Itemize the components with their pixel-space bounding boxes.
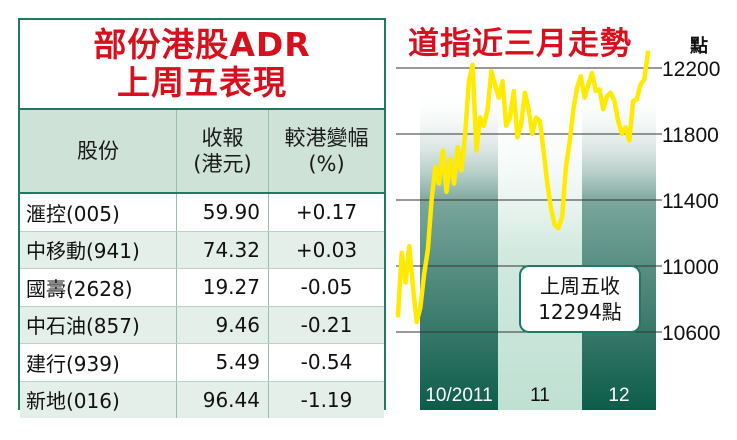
table-row: 滙控(005) 59.90 +0.17 [20,194,384,232]
stock-price: 74.32 [176,231,268,268]
stock-name: 國壽(2628) [26,276,133,301]
stock-change: -0.21 [268,306,384,343]
stock-change: +0.17 [268,194,384,231]
month-band-0 [420,90,498,410]
y-tick-label: 11000 [662,256,719,279]
dow-series-line [395,50,651,325]
table-row: 中移動(941) 74.32 +0.03 [20,231,384,269]
y-tick-label: 11400 [662,190,719,213]
stock-change: -0.54 [268,344,384,381]
header-price: 收報 (港元) [176,110,268,192]
stock-name: 滙控(005) [26,201,120,226]
table-header: 股份 收報 (港元) 較港變幅 (%) [20,110,384,194]
stock-price: 19.27 [176,269,268,306]
stock-change: -1.19 [268,381,384,418]
header-stock-label: 股份 [77,139,119,163]
stock-price: 59.90 [176,194,268,231]
table-row: 中石油(857) 9.46 -0.21 [20,306,384,344]
close-annotation: 上周五收 12294點 [519,265,641,333]
adr-table: 部份港股ADR 上周五表現 股份 收報 (港元) 較港變幅 (%) 滙控(005… [18,18,386,418]
header-change: 較港變幅 (%) [268,110,384,192]
table-row: 國壽(2628) 19.27 -0.05 [20,269,384,307]
table-body: 滙控(005) 59.90 +0.17 中移動(941) 74.32 +0.03… [20,194,384,418]
annotation-line2: 12294點 [538,300,622,324]
x-tick-label: 10/2011 [425,385,492,406]
header-change-line2: (%) [308,152,345,176]
annotation-line1: 上周五收 [540,274,620,298]
table-row: 建行(939) 5.49 -0.54 [20,344,384,382]
stock-price: 96.44 [176,381,268,418]
stock-name: 中石油(857) [26,314,140,339]
y-tick-label: 10600 [662,322,720,345]
stock-name: 中移動(941) [26,239,140,264]
table-title: 部份港股ADR 上周五表現 [20,20,384,110]
y-tick-label: 11800 [662,124,719,147]
stock-name: 建行(939) [26,351,120,376]
header-price-line2: (港元) [193,152,252,176]
table-title-line1: 部份港股ADR [93,25,311,64]
table-title-line2: 上周五表現 [117,63,287,102]
header-change-line1: 較港變幅 [284,126,369,150]
stock-price: 9.46 [176,306,268,343]
header-price-line1: 收報 [201,126,244,150]
x-tick-label: 12 [608,385,629,406]
y-tick-label: 12200 [662,58,720,81]
table-row: 新地(016) 96.44 -1.19 [20,381,384,418]
stock-change: +0.03 [268,231,384,268]
stock-name: 新地(016) [26,389,120,414]
x-tick-label: 11 [530,385,550,406]
header-stock: 股份 [20,110,176,192]
chart-title: 道指近三月走勢 [408,26,632,62]
stock-change: -0.05 [268,269,384,306]
stock-price: 5.49 [176,344,268,381]
unit-label: 點 [690,36,708,57]
month-band-2 [582,90,656,410]
